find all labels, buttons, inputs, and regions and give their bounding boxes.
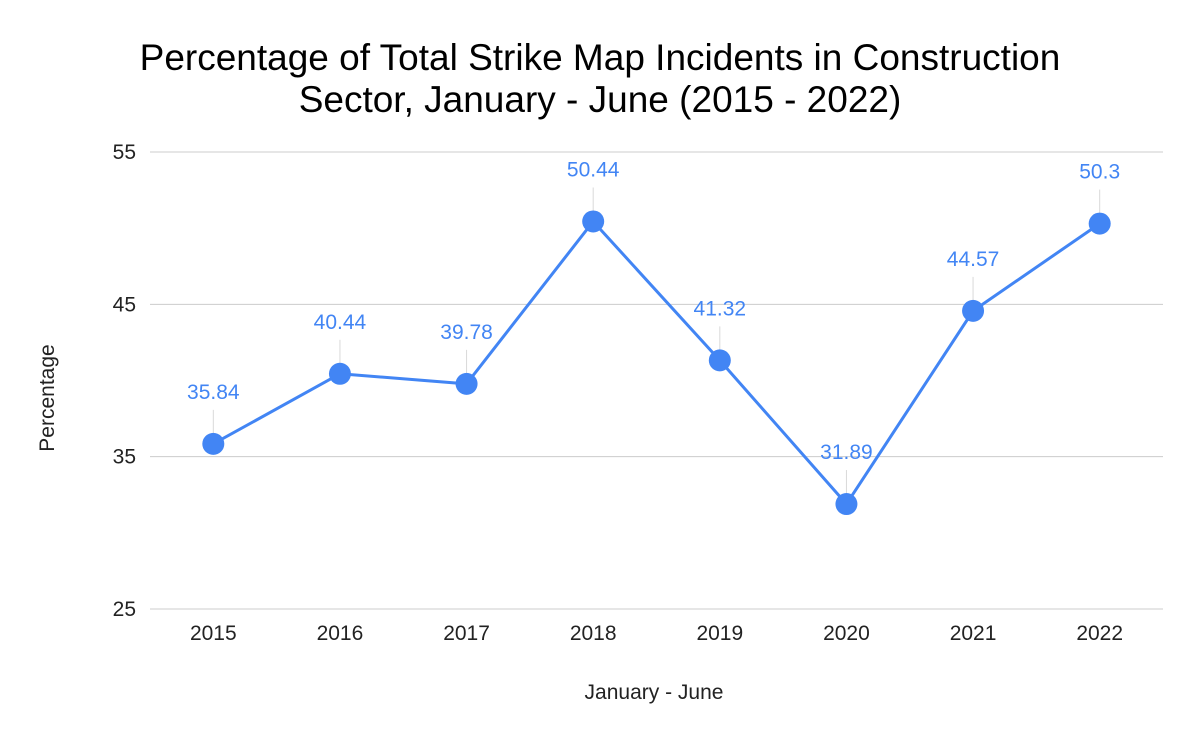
data-point [1088, 212, 1111, 235]
x-tick-label: 2022 [1076, 622, 1123, 645]
data-label: 50.44 [567, 158, 620, 181]
x-tick-label: 2021 [950, 622, 997, 645]
x-tick-label: 2020 [823, 622, 870, 645]
series-group [202, 210, 1111, 516]
data-point [835, 493, 858, 516]
x-tick-label: 2018 [570, 622, 617, 645]
x-tick-label: 2015 [190, 622, 237, 645]
x-axis-title: January - June [585, 681, 724, 704]
data-point [455, 372, 478, 395]
data-labels: 35.84 40.44 39.78 50.44 41.32 31.89 44.57 50.3 [187, 158, 1120, 464]
y-tick-label: 45 [113, 293, 136, 316]
data-point [708, 349, 731, 372]
x-axis-ticks: 2015 2016 2017 2018 2019 2020 2021 2022 [190, 622, 1123, 645]
data-point [202, 432, 225, 455]
data-label: 39.78 [440, 321, 493, 344]
data-label: 31.89 [820, 441, 873, 464]
x-tick-label: 2017 [443, 622, 490, 645]
chart-title-line-2: Sector, January - June (2015 - 2022) [299, 79, 902, 120]
y-tick-label: 25 [113, 598, 136, 621]
data-label: 35.84 [187, 381, 240, 404]
chart-title-line-1: Percentage of Total Strike Map Incidents… [140, 37, 1061, 78]
data-point [582, 210, 605, 233]
data-label: 50.3 [1079, 161, 1120, 184]
y-tick-label: 35 [113, 446, 136, 469]
data-point [328, 362, 351, 385]
x-tick-label: 2019 [696, 622, 743, 645]
data-label: 41.32 [694, 297, 747, 320]
data-point [962, 299, 985, 322]
y-axis-ticks: 25 35 45 55 [113, 141, 136, 621]
gridlines [150, 151, 1163, 610]
chart-title: Percentage of Total Strike Map Incidents… [140, 37, 1061, 120]
data-label: 40.44 [314, 311, 367, 334]
data-label-leaders [212, 187, 1101, 495]
y-axis-title: Percentage [36, 344, 59, 451]
y-tick-label: 55 [113, 141, 136, 164]
x-tick-label: 2016 [317, 622, 364, 645]
series-line [212, 219, 1101, 506]
data-label: 44.57 [947, 248, 1000, 271]
